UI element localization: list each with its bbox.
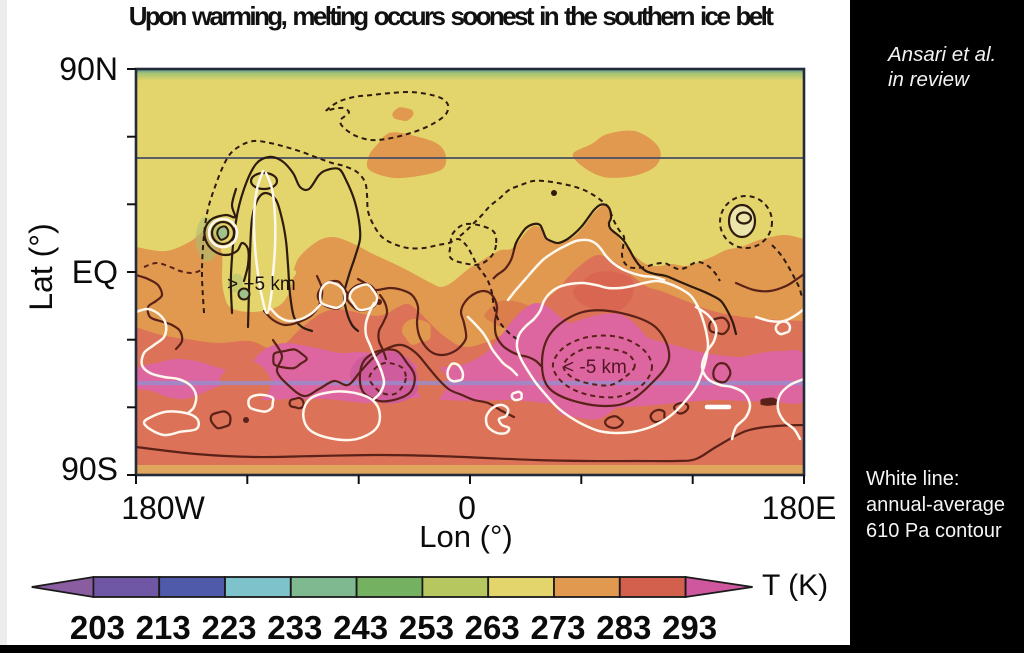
svg-text:223: 223 (201, 609, 256, 646)
svg-text:0: 0 (458, 490, 476, 526)
svg-text:T (K): T (K) (762, 569, 828, 602)
svg-text:293: 293 (662, 609, 717, 646)
svg-text:263: 263 (465, 609, 520, 646)
svg-text:90S: 90S (61, 451, 118, 487)
svg-text:Lat (°): Lat (°) (23, 223, 59, 310)
svg-text:< -5 km: < -5 km (563, 357, 627, 378)
svg-text:203: 203 (70, 609, 125, 646)
svg-text:273: 273 (530, 609, 585, 646)
svg-text:EQ: EQ (72, 254, 118, 290)
svg-text:Lon (°): Lon (°) (419, 519, 512, 554)
svg-text:213: 213 (136, 609, 191, 646)
svg-text:283: 283 (596, 609, 651, 646)
svg-text:180E: 180E (762, 490, 837, 526)
svg-text:180W: 180W (121, 490, 205, 526)
svg-text:233: 233 (267, 609, 322, 646)
svg-text:243: 243 (333, 609, 388, 646)
svg-text:> +5 km: > +5 km (227, 274, 296, 295)
svg-text:90N: 90N (59, 51, 118, 87)
svg-text:253: 253 (399, 609, 454, 646)
